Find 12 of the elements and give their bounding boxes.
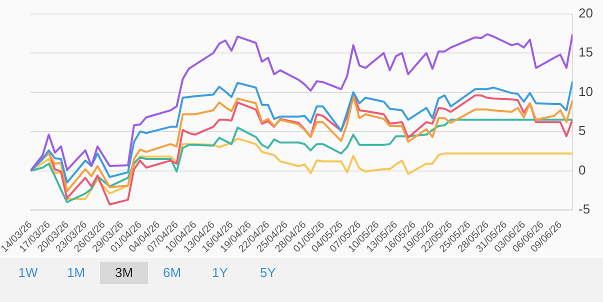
text: 1Y — [211, 264, 229, 282]
text: 5Y — [259, 264, 277, 282]
y-tick-label: 15 — [578, 44, 594, 60]
y-tick-label: 10 — [578, 84, 594, 99]
y-tick-label: 20 — [578, 5, 594, 20]
y-tick-label: 5 — [578, 123, 586, 138]
y-tick-label: 0 — [578, 162, 586, 178]
text: 1W — [17, 264, 39, 282]
text: 3M — [100, 262, 148, 284]
text: 6M — [162, 264, 182, 282]
y-tick-label: -5 — [578, 202, 590, 217]
text: 1M — [66, 264, 86, 282]
